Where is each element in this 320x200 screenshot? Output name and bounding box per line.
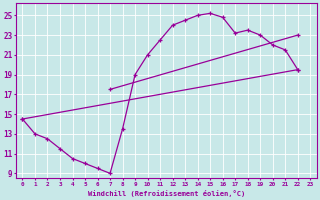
X-axis label: Windchill (Refroidissement éolien,°C): Windchill (Refroidissement éolien,°C) <box>88 190 245 197</box>
